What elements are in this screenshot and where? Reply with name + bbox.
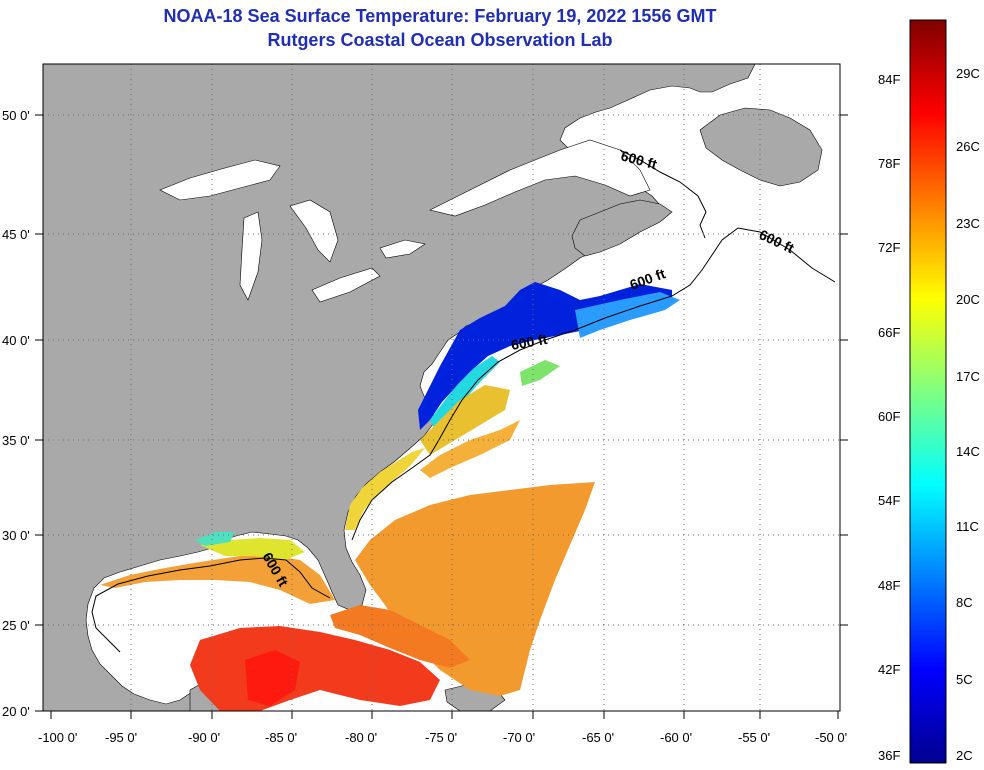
lake-erie-ontario (311, 239, 426, 303)
sst-data-layer (100, 282, 680, 711)
contour-600ft (91, 149, 836, 653)
lon-label: -80 0' (345, 730, 377, 745)
latitude-axis-labels: 50 0' 45 0' 40 0' 35 0' 30 0' 25 0' 20 0… (2, 108, 30, 719)
map-content: 600 ft 600 ft 600 ft 600 ft 600 ft (43, 64, 840, 711)
colorbar: 84F 78F 72F 66F 60F 54F 48F 42F 36F 29C … (878, 19, 980, 764)
colorbar-c-label: 8C (956, 595, 973, 610)
colorbar-f-label: 66F (878, 325, 900, 340)
sst-cool-band (575, 292, 680, 338)
sst-green-band (520, 360, 560, 386)
lon-label: -55 0' (738, 730, 770, 745)
lon-label: -70 0' (503, 730, 535, 745)
colorbar-c-label: 26C (956, 139, 980, 154)
colorbar-f-label: 78F (878, 156, 900, 171)
sst-carolina-warm (420, 385, 510, 455)
lat-label: 40 0' (2, 333, 30, 348)
colorbar-c-label: 5C (956, 672, 973, 687)
colorbar-c-label: 23C (956, 216, 980, 231)
contour-label: 600 ft (510, 331, 549, 353)
colorbar-f-label: 42F (878, 662, 900, 677)
lon-label: -90 0' (188, 730, 220, 745)
sst-gulf-coast-yellow (200, 538, 305, 560)
colorbar-f-label: 84F (878, 72, 900, 87)
map-border (42, 63, 841, 712)
sst-gulf-stream-north (420, 420, 520, 478)
colorbar-c-label: 14C (956, 444, 980, 459)
title-line-1: NOAA-18 Sea Surface Temperature: Februar… (163, 6, 717, 26)
st-lawrence-gulf (429, 139, 651, 217)
colorbar-f-label: 48F (878, 578, 900, 593)
colorbar-c-label: 2C (956, 748, 973, 763)
lat-label: 50 0' (2, 108, 30, 123)
contour-line-gulf (91, 557, 331, 653)
lon-label: -85 0' (265, 730, 297, 745)
colorbar-c-label: 29C (956, 66, 980, 81)
colorbar-c-labels: 29C 26C 23C 20C 17C 14C 11C 8C 5C 2C (956, 66, 980, 763)
colorbar-c-label: 20C (956, 292, 980, 307)
sst-caribbean-deep-red (245, 650, 300, 706)
lake-superior (159, 159, 281, 201)
longitude-axis-labels: -100 0' -95 0' -90 0' -85 0' -80 0' -75 … (38, 730, 847, 745)
contour-line-canada (619, 149, 707, 239)
colorbar-scale (909, 19, 947, 764)
land-newfoundland (699, 107, 823, 187)
sst-gulf-coast-cyan (195, 532, 235, 546)
lat-label: 35 0' (2, 433, 30, 448)
lat-label: 30 0' (2, 528, 30, 543)
lon-label: -75 0' (425, 730, 457, 745)
colorbar-f-label: 72F (878, 240, 900, 255)
lon-label: -65 0' (582, 730, 614, 745)
lon-label: -60 0' (660, 730, 692, 745)
lon-label: -50 0' (815, 730, 847, 745)
lake-michigan-huron (239, 199, 339, 301)
lat-label: 25 0' (2, 618, 30, 633)
colorbar-f-label: 54F (878, 493, 900, 508)
lat-label: 45 0' (2, 227, 30, 242)
colorbar-f-label: 60F (878, 409, 900, 424)
title-line-2: Rutgers Coastal Ocean Observation Lab (267, 30, 613, 50)
lon-label: -95 0' (105, 730, 137, 745)
colorbar-c-label: 17C (956, 369, 980, 384)
land-nova-scotia (571, 199, 673, 257)
sst-straits-orange (330, 605, 470, 668)
lon-label: -100 0' (38, 730, 77, 745)
frame-ticks (35, 114, 848, 719)
sst-southeast-shelf (345, 448, 425, 530)
colorbar-f-label: 36F (878, 748, 900, 763)
lat-label: 20 0' (2, 704, 30, 719)
colorbar-f-labels: 84F 78F 72F 66F 60F 54F 48F 42F 36F (878, 72, 900, 763)
sst-gulf-mexico-east (100, 556, 335, 604)
colorbar-c-label: 11C (956, 519, 979, 534)
contour-line-atlantic (351, 227, 836, 541)
